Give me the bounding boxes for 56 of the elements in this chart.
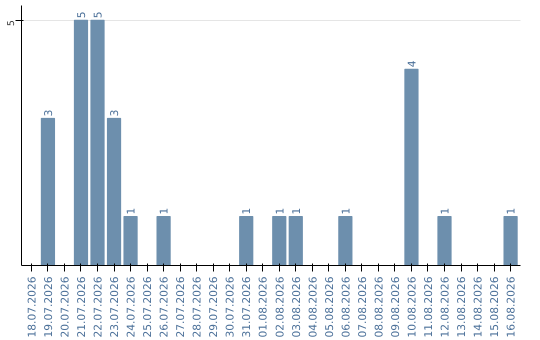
- bar: [437, 216, 452, 266]
- x-tick-label: 21.07.2026: [74, 276, 88, 338]
- data-label: 5: [92, 11, 105, 18]
- bar: [404, 68, 419, 266]
- x-tick-label: 03.08.2026: [290, 276, 303, 338]
- bar: [90, 20, 105, 266]
- data-label: 1: [504, 208, 518, 214]
- x-tick-label: 13.08.2026: [455, 276, 468, 338]
- x-tick-label: 04.08.2026: [306, 276, 320, 338]
- bar: [288, 216, 303, 266]
- data-label: 3: [108, 110, 122, 116]
- data-label: 1: [438, 208, 452, 214]
- x-tick-label: 12.08.2026: [438, 276, 452, 338]
- x-tick-label: 18.07.2026: [25, 276, 38, 338]
- x-tick-label: 01.08.2026: [256, 276, 270, 338]
- x-tick-label: 23.07.2026: [108, 276, 122, 338]
- x-tick-label: 02.08.2026: [273, 276, 286, 338]
- x-tick-label: 11.08.2026: [422, 276, 435, 338]
- x-tick-label: 31.07.2026: [240, 276, 254, 338]
- x-tick-label: 07.08.2026: [356, 276, 369, 338]
- bar: [156, 216, 171, 266]
- bar: [40, 118, 56, 266]
- data-label: 1: [290, 208, 303, 214]
- x-tick-label: 05.08.2026: [322, 276, 336, 338]
- bar: [272, 216, 286, 266]
- bar: [338, 216, 352, 266]
- x-tick-label: 15.08.2026: [488, 276, 502, 338]
- x-tick-label: 19.07.2026: [42, 276, 55, 338]
- x-tick-label: 10.08.2026: [405, 276, 418, 338]
- bar: [123, 216, 138, 266]
- bar: [74, 20, 88, 266]
- data-label: 1: [124, 208, 138, 214]
- x-tick-label: 28.07.2026: [190, 276, 204, 338]
- data-label: 1: [158, 208, 171, 214]
- x-tick-label: 09.08.2026: [388, 276, 402, 338]
- x-tick-label: 08.08.2026: [372, 276, 386, 338]
- bar: [503, 216, 518, 266]
- x-tick-label: 24.07.2026: [124, 276, 138, 338]
- x-tick-label: 14.08.2026: [472, 276, 485, 338]
- x-tick-label: 06.08.2026: [339, 276, 352, 338]
- x-tick-label: 30.07.2026: [224, 276, 237, 338]
- data-label: 4: [405, 60, 418, 68]
- data-label: 3: [42, 110, 55, 116]
- data-label: 1: [240, 208, 254, 214]
- data-label: 5: [74, 11, 88, 18]
- x-tick-label: 22.07.2026: [92, 276, 105, 338]
- data-label: 1: [339, 208, 352, 214]
- data-label: 1: [273, 208, 286, 214]
- x-tick-label: 26.07.2026: [158, 276, 171, 338]
- x-tick-label: 27.07.2026: [174, 276, 188, 338]
- x-tick-label: 20.07.2026: [58, 276, 72, 338]
- x-tick-label: 16.08.2026: [504, 276, 518, 338]
- x-tick-label: 29.07.2026: [207, 276, 220, 338]
- x-tick-label: 25.07.2026: [141, 276, 154, 338]
- bar: [239, 216, 254, 266]
- bar: [106, 118, 122, 266]
